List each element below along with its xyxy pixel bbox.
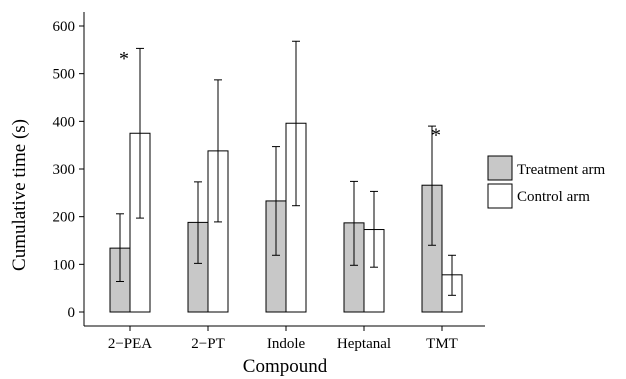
y-tick-label: 600: [53, 19, 76, 35]
y-axis: 0 100 200 300 400 500 600: [53, 12, 85, 326]
error-bar: [350, 180, 358, 266]
error-bar: [116, 213, 124, 282]
error-bar: [428, 125, 436, 246]
error-bar: [194, 181, 202, 264]
annotations-group: **: [119, 48, 441, 146]
error-bar: [214, 79, 222, 223]
legend: Treatment arm Control arm: [487, 155, 606, 209]
significance-marker: *: [119, 48, 129, 70]
error-bar: [272, 146, 280, 256]
error-bar: [448, 254, 456, 296]
legend-label-treatment: Treatment arm: [517, 162, 606, 178]
y-tick-label: 500: [53, 67, 76, 83]
error-bar: [292, 40, 300, 207]
x-tick-label: Indole: [267, 336, 306, 352]
x-tick-label: 2−PEA: [108, 336, 152, 352]
x-tick-label: 2−PT: [191, 336, 224, 352]
bars-group: [109, 122, 463, 313]
error-bars-group: [116, 40, 456, 296]
significance-marker: *: [431, 124, 441, 146]
y-tick-label: 100: [53, 257, 76, 273]
y-tick-label: 0: [68, 305, 76, 321]
y-tick-label: 400: [53, 114, 76, 130]
legend-swatch-treatment: [487, 155, 513, 181]
x-axis-title: Compound: [243, 356, 328, 377]
error-bar: [370, 190, 378, 268]
x-tick-label: TMT: [426, 336, 458, 352]
legend-swatch-control: [487, 183, 513, 209]
legend-label-control: Control arm: [517, 189, 590, 205]
y-tick-label: 200: [53, 210, 76, 226]
x-tick-label: Heptanal: [337, 336, 391, 352]
y-axis-title: Cumulative time (s): [9, 119, 30, 271]
x-axis: 2−PEA 2−PT Indole Heptanal TMT: [84, 325, 485, 352]
y-tick-label: 300: [53, 162, 76, 178]
error-bar: [136, 47, 144, 219]
